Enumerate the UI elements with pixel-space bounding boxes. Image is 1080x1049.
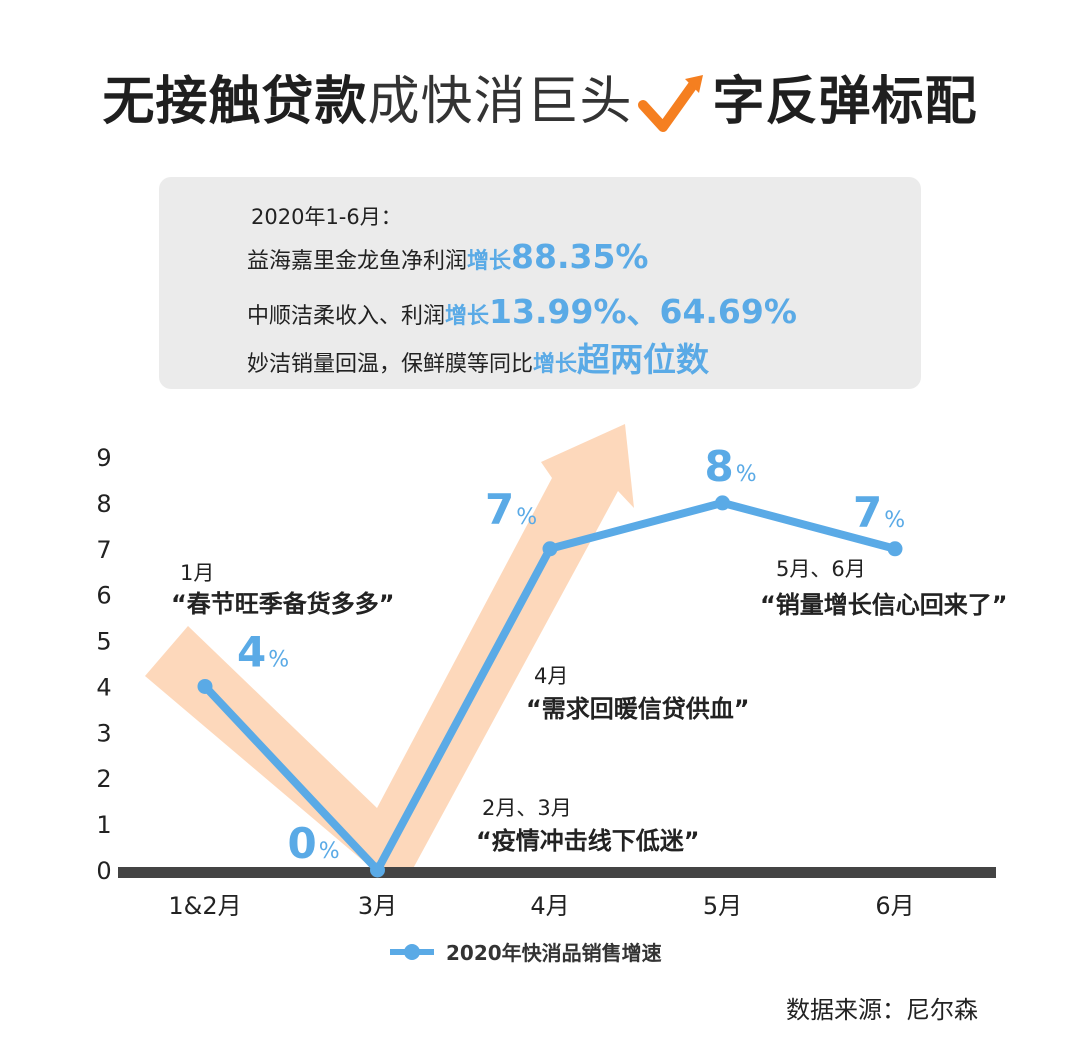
y-tick-label: 7 (96, 536, 111, 564)
x-tick-label: 3月 (358, 892, 397, 920)
info-period: 2020年1-6月： (251, 205, 402, 229)
info-line-3: 妙洁销量回温，保鲜膜等同比增长超两位数 (247, 333, 709, 381)
annotation-jan-month: 1月 (180, 561, 214, 585)
title-part2: 成快消巨头 (367, 72, 633, 132)
annotation-may-jun-quote: “销量增长信心回来了” (760, 591, 1008, 619)
series-points (197, 495, 903, 878)
annotation-apr: 4月 “需求回暖信贷供血” (526, 664, 750, 723)
data-label: 4% (237, 627, 289, 676)
info-line-1: 益海嘉里金龙鱼净利润增长88.35% (247, 237, 648, 276)
y-tick-label: 2 (96, 765, 111, 793)
annotation-feb-mar: 2月、3月 “疫情冲击线下低迷” (476, 796, 700, 855)
info-line-3-text: 妙洁销量回温，保鲜膜等同比 (247, 352, 534, 377)
series-point (542, 541, 558, 557)
data-labels: 4% 0% 7% 8% 7% (237, 442, 905, 868)
y-tick-label: 1 (96, 811, 111, 839)
y-tick-label: 0 (96, 857, 111, 885)
info-line-1-text: 益海嘉里金龙鱼净利润 (247, 249, 468, 274)
info-line-3-growth: 增长 (533, 352, 578, 377)
y-tick-label: 5 (96, 628, 111, 656)
y-tick-label: 4 (96, 673, 111, 701)
x-tick-label: 6月 (875, 892, 914, 920)
data-label: 0% (288, 819, 340, 868)
series-point (197, 678, 213, 694)
info-line-2-value: 13.99%、64.69% (489, 292, 797, 331)
title-part1: 无接触贷款 (102, 72, 368, 132)
info-line-2: 中顺洁柔收入、利润增长13.99%、64.69% (247, 285, 797, 333)
y-tick-label: 9 (96, 444, 111, 472)
data-label: 7% (853, 488, 905, 537)
legend-label: 2020年快消品销售增速 (446, 941, 662, 965)
y-tick-label: 6 (96, 582, 111, 610)
data-label: 8% (705, 442, 757, 491)
x-tick-label: 1&2月 (168, 892, 241, 920)
legend-marker (404, 944, 420, 960)
checkmark-icon (637, 75, 703, 132)
info-line-2-text: 中顺洁柔收入、利润 (247, 304, 446, 329)
annotation-jan-quote: “春节旺季备货多多” (171, 590, 395, 618)
annotation-may-jun: 5月、6月 “销量增长信心回来了” (760, 557, 1008, 619)
info-box: 2020年1-6月： 益海嘉里金龙鱼净利润增长88.35% 中顺洁柔收入、利润增… (159, 177, 921, 389)
data-source: 数据来源：尼尔森 (786, 996, 978, 1024)
y-axis-ticks: 0 1 2 3 4 5 6 7 8 9 (96, 444, 111, 885)
y-tick-label: 3 (96, 719, 111, 747)
annotation-feb-mar-quote: “疫情冲击线下低迷” (476, 827, 700, 855)
annotation-may-jun-month: 5月、6月 (776, 557, 866, 581)
page-title: 无接触贷款成快消巨头 字反弹标配 (0, 62, 1080, 142)
series-point (887, 541, 903, 557)
annotation-jan: 1月 “春节旺季备货多多” (171, 561, 395, 618)
info-line-2-growth: 增长 (445, 304, 490, 329)
title-part3: 字反弹标配 (712, 72, 978, 132)
info-line-1-value: 88.35% (511, 237, 649, 276)
info-line-1-growth: 增长 (467, 249, 512, 274)
x-tick-label: 4月 (530, 892, 569, 920)
series-point (370, 862, 385, 878)
annotation-apr-quote: “需求回暖信贷供血” (526, 695, 750, 723)
rebound-arrow (145, 424, 634, 876)
x-axis-ticks: 1&2月 3月 4月 5月 6月 (168, 892, 914, 920)
series-point (715, 495, 730, 511)
info-line-3-value: 超两位数 (577, 340, 710, 379)
x-tick-label: 5月 (703, 892, 742, 920)
data-label: 7% (485, 485, 537, 534)
annotation-feb-mar-month: 2月、3月 (482, 796, 572, 820)
x-axis (118, 867, 996, 878)
y-tick-label: 8 (96, 490, 111, 518)
legend: 2020年快消品销售增速 (390, 941, 662, 965)
annotation-apr-month: 4月 (534, 664, 568, 688)
